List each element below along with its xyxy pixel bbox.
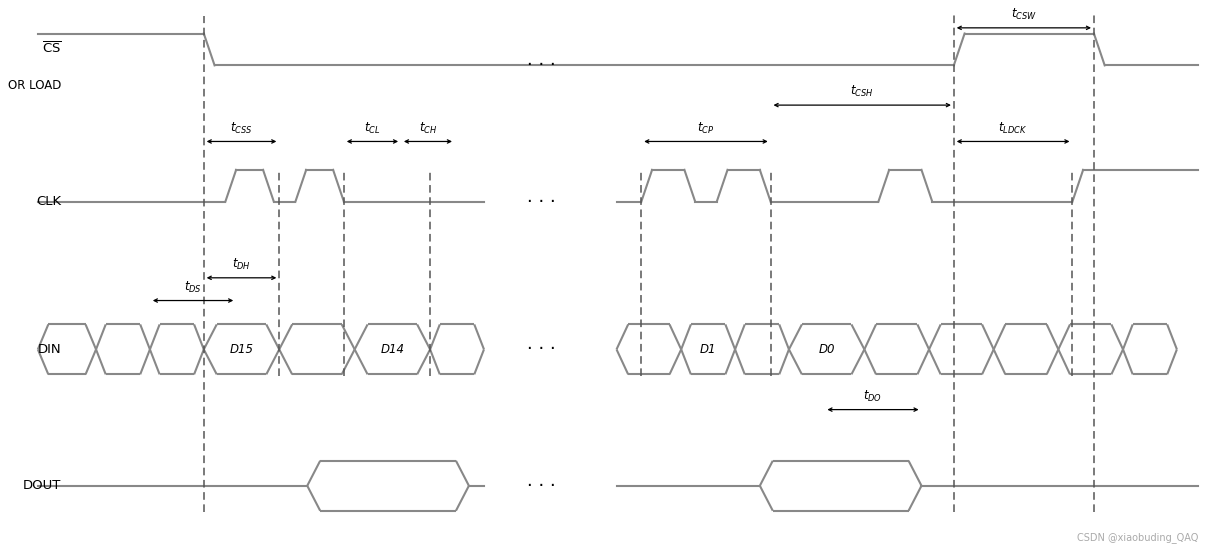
Text: D1: D1 — [699, 343, 716, 356]
Text: D14: D14 — [381, 343, 405, 356]
Text: $\overline{\rm CS}$: $\overline{\rm CS}$ — [42, 41, 62, 56]
Text: $t_{CP}$: $t_{CP}$ — [697, 121, 715, 136]
Text: OR LOAD: OR LOAD — [8, 79, 62, 92]
Text: $t_{DO}$: $t_{DO}$ — [863, 389, 882, 404]
Text: · · ·: · · · — [527, 56, 555, 74]
Text: $t_{CSW}$: $t_{CSW}$ — [1011, 7, 1037, 22]
Text: CLK: CLK — [36, 195, 62, 208]
Text: $t_{CL}$: $t_{CL}$ — [364, 121, 381, 136]
Text: · · ·: · · · — [527, 477, 555, 495]
Text: $t_{LDCK}$: $t_{LDCK}$ — [999, 121, 1028, 136]
Text: $t_{CH}$: $t_{CH}$ — [419, 121, 438, 136]
Text: $t_{CSH}$: $t_{CSH}$ — [851, 84, 874, 99]
Text: D15: D15 — [229, 343, 253, 356]
Text: $t_{CSS}$: $t_{CSS}$ — [230, 121, 253, 136]
Text: · · ·: · · · — [527, 193, 555, 210]
Text: $t_{DS}$: $t_{DS}$ — [184, 280, 202, 295]
Text: · · ·: · · · — [527, 341, 555, 358]
Text: $t_{DH}$: $t_{DH}$ — [231, 257, 251, 272]
Text: D0: D0 — [818, 343, 835, 356]
Text: DOUT: DOUT — [23, 479, 62, 492]
Text: DIN: DIN — [38, 343, 62, 356]
Text: CSDN @xiaobuding_QAQ: CSDN @xiaobuding_QAQ — [1077, 532, 1199, 543]
